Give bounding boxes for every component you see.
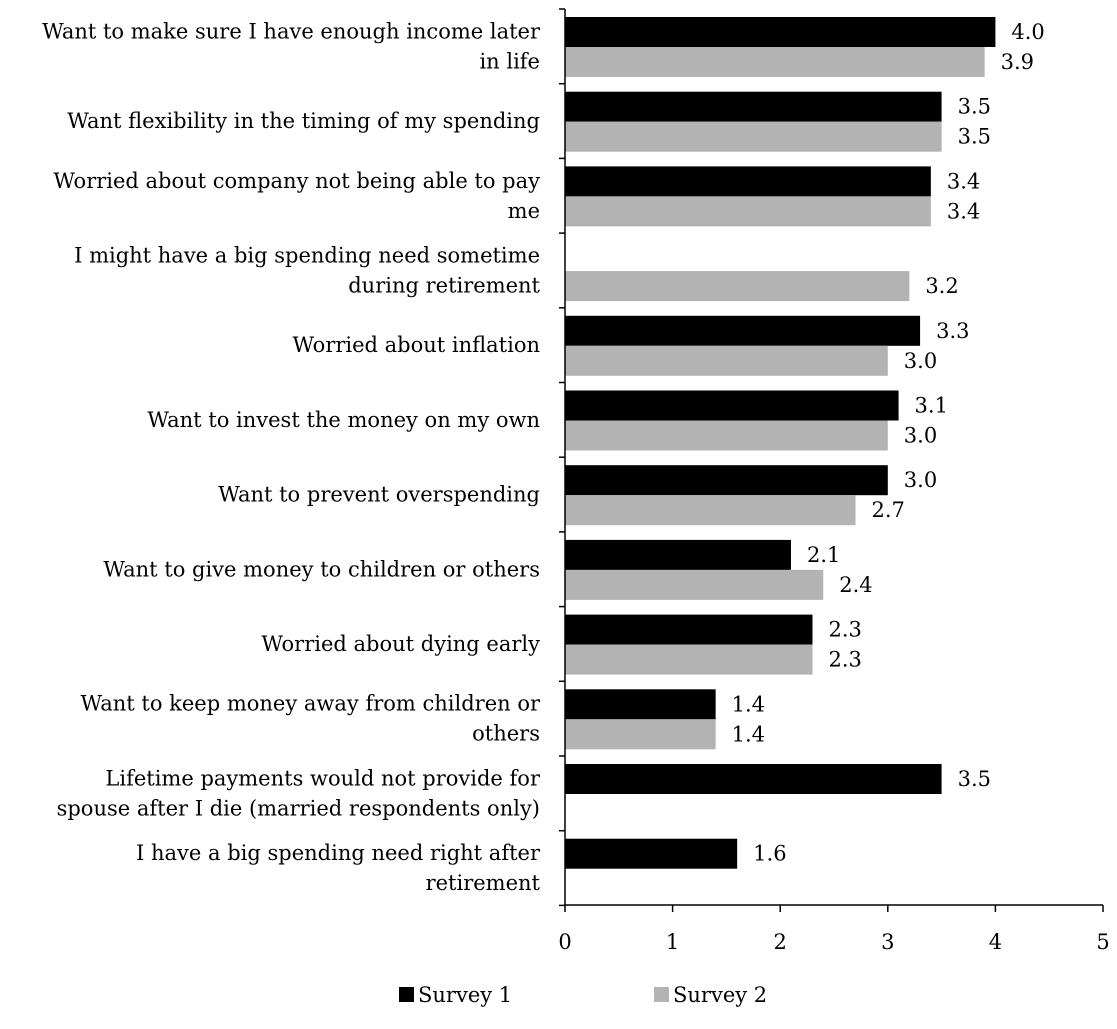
- x-tick-label-1: 1: [666, 930, 679, 954]
- category-label-11-1: retirement: [426, 871, 541, 895]
- bar-series2-3: [565, 271, 910, 302]
- data-label-series2-8: 2.3: [828, 648, 861, 672]
- category-label-10-0: Lifetime payments would not provide for: [105, 766, 541, 790]
- data-label-series1-8: 2.3: [828, 618, 861, 642]
- bar-series2-0: [565, 47, 985, 77]
- bar-series2-6: [565, 495, 856, 526]
- bar-series2-2: [565, 196, 931, 227]
- data-label-series2-7: 2.4: [839, 573, 872, 597]
- data-label-series1-0: 4.0: [1011, 20, 1044, 44]
- x-tick-label-4: 4: [989, 930, 1002, 954]
- x-tick-label-3: 3: [881, 930, 894, 954]
- bar-series1-2: [565, 166, 931, 197]
- data-label-series1-2: 3.4: [947, 169, 980, 193]
- legend-label-series1: Survey 1: [418, 983, 512, 1007]
- x-tick-label-5: 5: [1096, 930, 1109, 954]
- x-tick-label-0: 0: [558, 930, 571, 954]
- bar-series2-4: [565, 345, 888, 376]
- bar-series2-5: [565, 420, 888, 451]
- bar-series2-9: [565, 719, 716, 750]
- bar-series2-7: [565, 569, 824, 600]
- data-label-series1-11: 1.6: [753, 842, 786, 866]
- bar-series2-8: [565, 644, 813, 675]
- category-label-3-1: during retirement: [348, 273, 540, 297]
- bar-series1-1: [565, 91, 942, 122]
- category-label-7-0: Want to give money to children or others: [103, 557, 540, 581]
- bar-series1-8: [565, 614, 813, 645]
- bar-series2-1: [565, 121, 942, 152]
- legend-swatch-series1: [399, 987, 414, 1002]
- category-label-2-1: me: [508, 199, 540, 223]
- category-label-6-0: Want to prevent overspending: [218, 483, 540, 507]
- data-label-series1-10: 3.5: [958, 767, 991, 791]
- data-label-series2-1: 3.5: [958, 125, 991, 149]
- legend-label-series2: Survey 2: [673, 983, 767, 1007]
- category-label-11-0: I have a big spending need right after: [136, 841, 541, 865]
- bar-series1-5: [565, 390, 899, 421]
- bar-series1-10: [565, 764, 942, 794]
- data-label-series2-2: 3.4: [947, 199, 980, 223]
- data-label-series2-0: 3.9: [1001, 50, 1034, 74]
- data-label-series1-6: 3.0: [904, 468, 937, 492]
- bar-series1-9: [565, 689, 716, 720]
- data-label-series1-7: 2.1: [807, 543, 840, 567]
- category-label-9-0: Want to keep money away from children or: [80, 692, 540, 716]
- category-label-3-0: I might have a big spending need sometim…: [74, 243, 540, 267]
- data-label-series2-6: 2.7: [872, 498, 905, 522]
- legend-swatch-series2: [654, 987, 669, 1002]
- bar-series1-7: [565, 539, 791, 570]
- category-label-2-0: Worried about company not being able to …: [53, 169, 540, 193]
- data-label-series1-1: 3.5: [958, 95, 991, 119]
- x-tick-label-2: 2: [774, 930, 787, 954]
- category-label-1-0: Want flexibility in the timing of my spe…: [67, 109, 540, 133]
- bar-series1-0: [565, 17, 996, 47]
- data-label-series1-5: 3.1: [915, 394, 948, 418]
- data-label-series1-4: 3.3: [936, 319, 969, 343]
- category-label-0-1: in life: [479, 49, 540, 73]
- category-label-5-0: Want to invest the money on my own: [147, 408, 540, 432]
- data-label-series1-9: 1.4: [732, 692, 765, 716]
- category-label-10-1: spouse after I die (married respondents …: [57, 796, 540, 820]
- data-label-series2-4: 3.0: [904, 349, 937, 373]
- bar-series1-4: [565, 315, 921, 346]
- bar-series1-11: [565, 838, 738, 869]
- category-label-4-0: Worried about inflation: [293, 333, 540, 357]
- data-label-series2-9: 1.4: [732, 722, 765, 746]
- bar-series1-6: [565, 465, 888, 496]
- category-label-0-0: Want to make sure I have enough income l…: [42, 19, 541, 43]
- category-label-9-1: others: [472, 722, 540, 746]
- data-label-series2-5: 3.0: [904, 424, 937, 448]
- data-label-series2-3: 3.2: [925, 274, 958, 298]
- category-label-8-0: Worried about dying early: [261, 632, 540, 656]
